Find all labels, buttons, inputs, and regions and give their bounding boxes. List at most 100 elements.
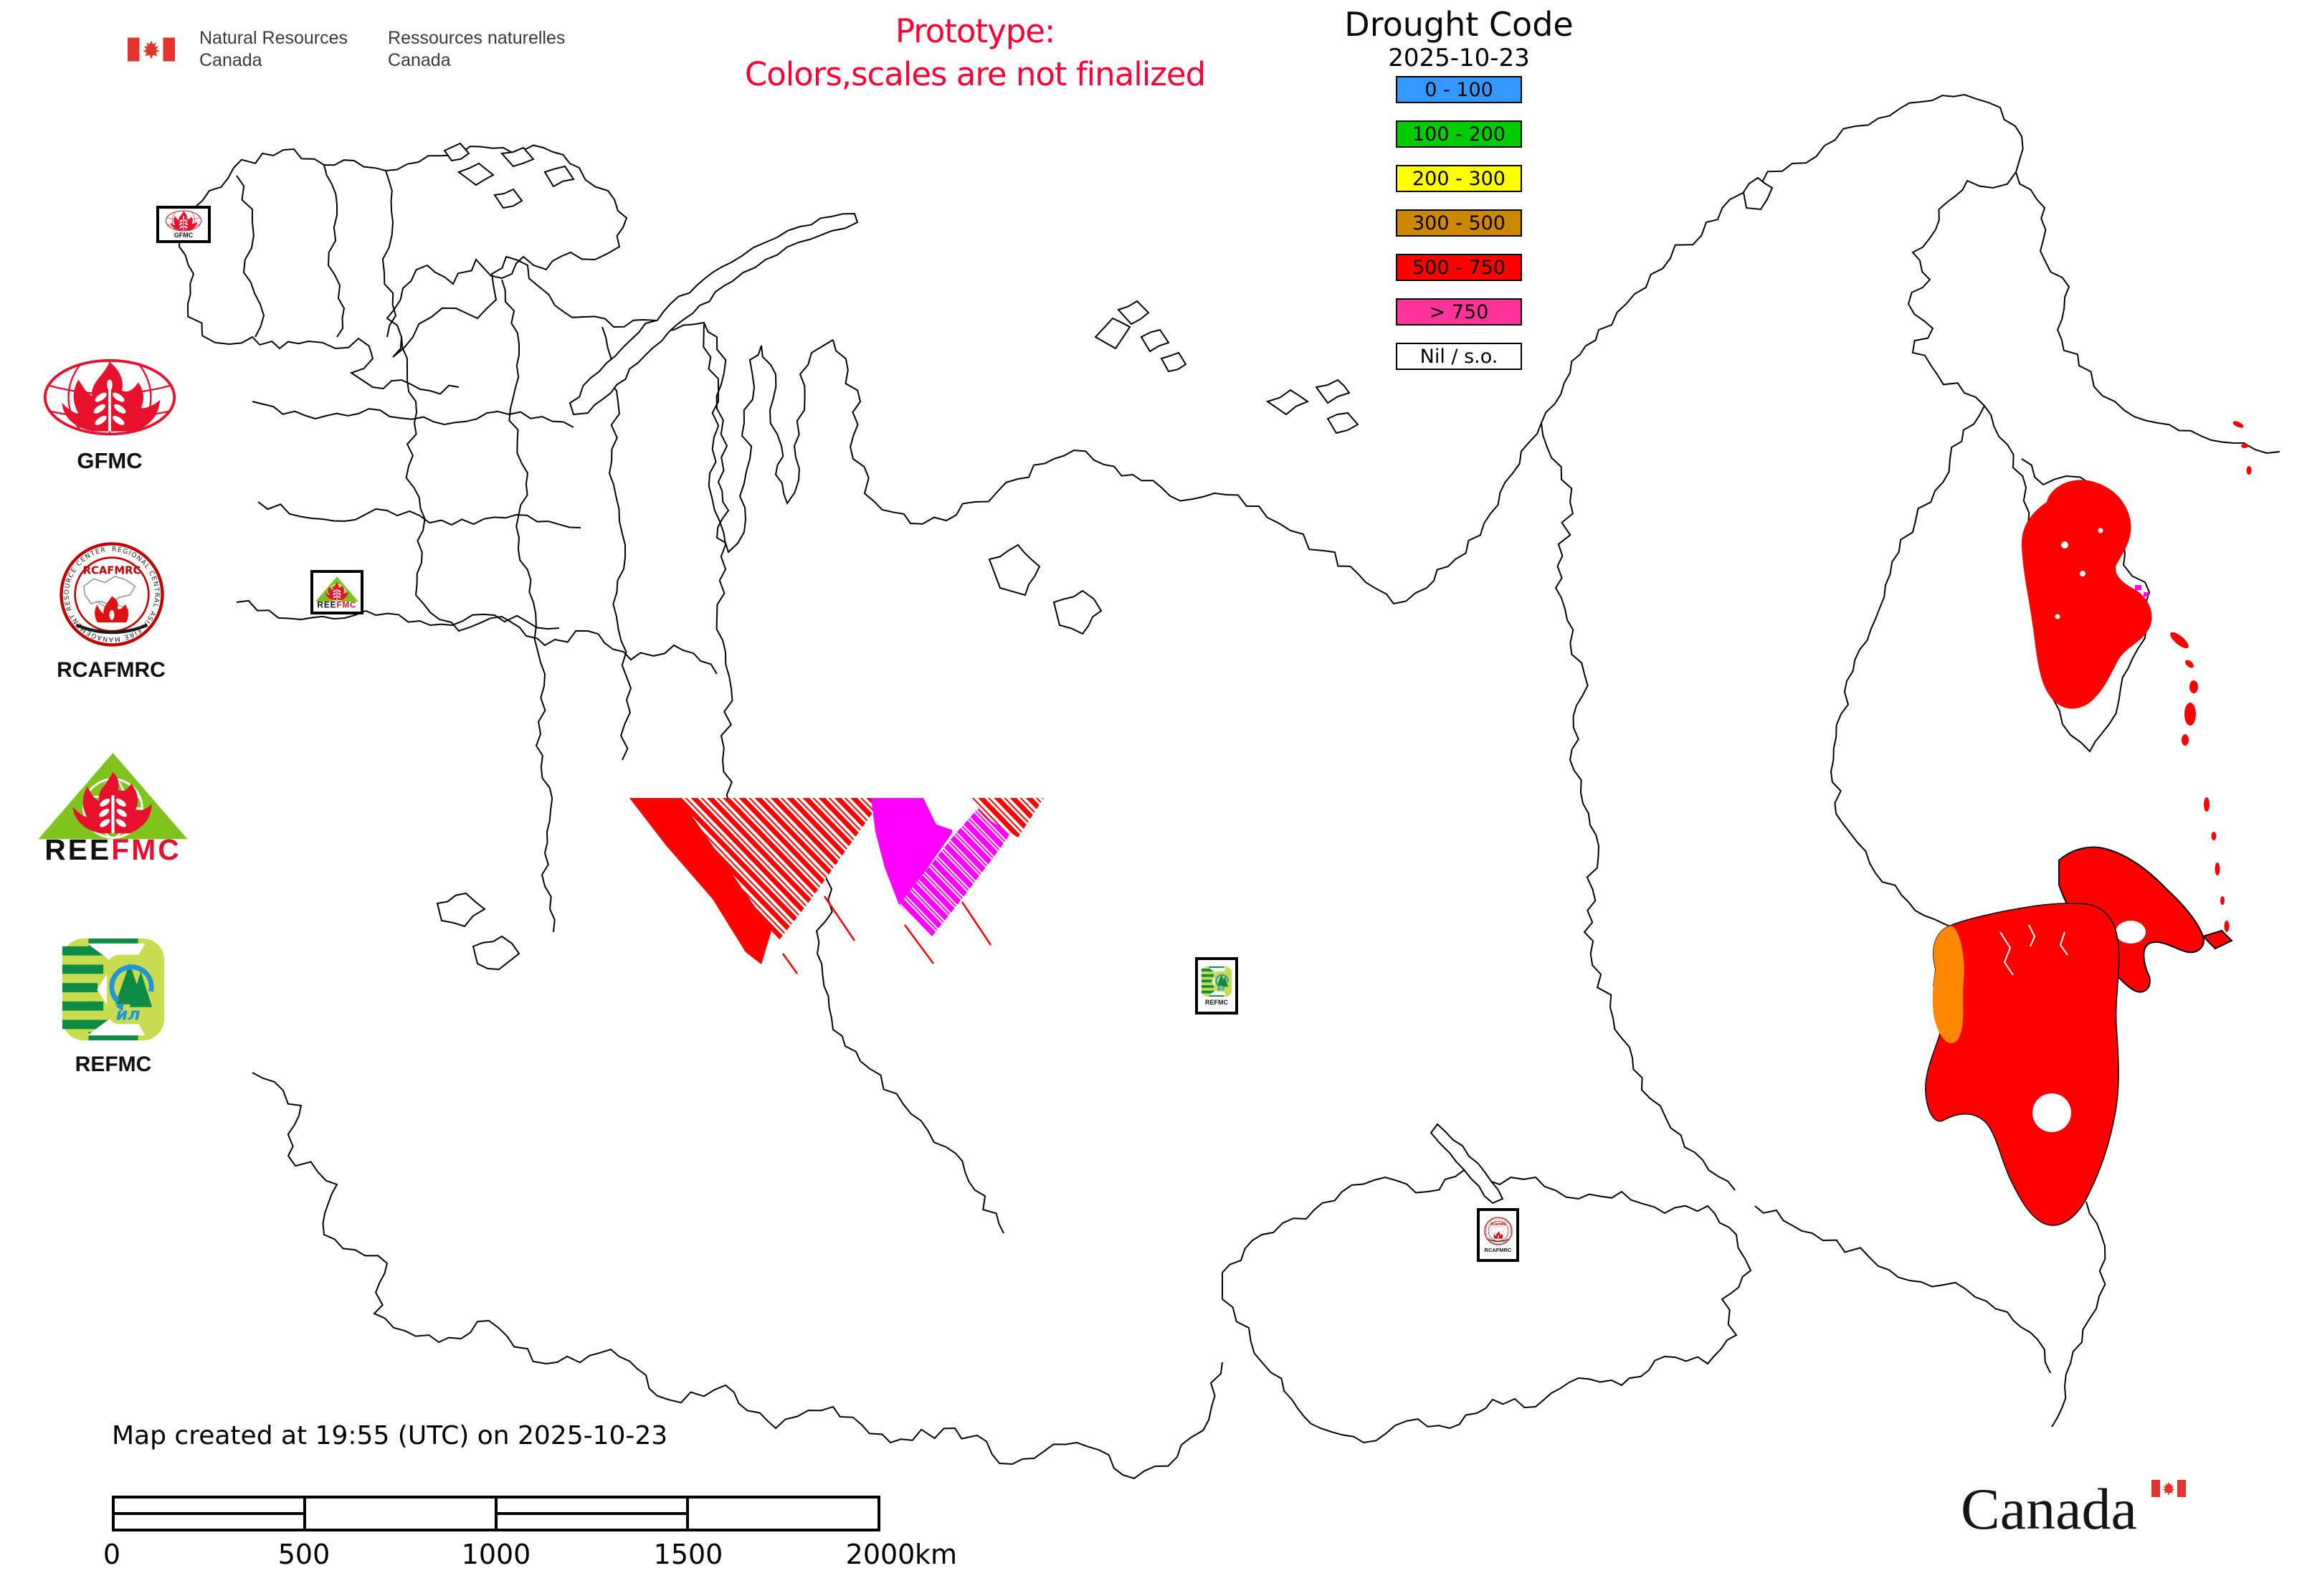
drought-stripe-red-left: [680, 798, 883, 941]
coastline-path: [381, 170, 397, 338]
nrcan-signature: Natural Resources Canada Ressources natu…: [128, 27, 565, 72]
coastline-path: [1430, 1123, 1504, 1205]
coastline-path: [1742, 176, 1774, 211]
map-marker-rcafmrc: RCAFMRC: [1477, 1208, 1519, 1262]
legend-title: Drought Code: [1344, 5, 1574, 44]
coastline-path: [1140, 328, 1170, 353]
coastline-path: [988, 543, 1041, 597]
drought-area-kamchatka: [2021, 480, 2152, 709]
coastline-path: [2051, 1201, 2106, 1428]
coastline-path: [1094, 317, 1131, 350]
refmc-marker-label: REFMC: [1205, 999, 1228, 1006]
drought-stripe-magenta-notch: [923, 798, 971, 833]
drought-stripe-magenta-solid: [871, 798, 955, 905]
scale-tick-2000: 2000: [845, 1539, 915, 1570]
canada-wordmark: Canada: [1961, 1476, 2262, 1554]
drought-stripe-magenta: [899, 798, 1034, 936]
refmc-marker-icon: [1201, 966, 1232, 997]
coastline-path: [533, 602, 556, 933]
drought-islets-kuril: [2170, 421, 2252, 932]
map-created-text: Map created at 19:55 (UTC) on 2025-10-23: [112, 1421, 668, 1450]
legend-item-300-500: 300 - 500: [1396, 209, 1522, 237]
coastline-path: [236, 175, 265, 338]
rcafmrc-logo: [59, 541, 165, 647]
scale-unit: km: [915, 1539, 958, 1570]
coastline-path: [472, 935, 520, 971]
scale-tick-500: 500: [277, 1539, 330, 1570]
canada-wordmark-text: Canada: [1961, 1476, 2137, 1542]
coastline-path: [1830, 405, 1985, 930]
prototype-notice-line2: Colors,scales are not finalized: [744, 55, 1206, 93]
coastline-layer: [178, 93, 2280, 1480]
map-marker-refmc: REFMC: [1195, 957, 1238, 1015]
reefmc-logo: [36, 750, 190, 863]
rcafmrc-label: RCAFMRC: [57, 658, 166, 682]
coastline-path: [257, 501, 581, 528]
scale-bar-segment: [306, 1498, 498, 1529]
coastline-path: [178, 144, 628, 358]
coastline-path: [493, 188, 523, 209]
coastline-path: [443, 142, 470, 162]
legend-date: 2025-10-23: [1388, 44, 1530, 72]
canada-flag-icon: [128, 33, 175, 66]
legend-item-nil: Nil / s.o.: [1396, 343, 1522, 370]
coastline-path: [1541, 422, 1736, 1191]
gfmc-marker-label: GFMC: [173, 232, 194, 239]
scale-tick-1000: 1000: [461, 1539, 531, 1570]
coastline-path: [236, 599, 560, 630]
coastline-path: [401, 336, 426, 596]
gfmc-logo: [42, 357, 178, 440]
scale-bar-segment: [115, 1498, 306, 1529]
legend: Drought Code 2025-10-23 0 - 100 100 - 20…: [1326, 6, 1592, 387]
scale-tick-1500: 1500: [653, 1539, 723, 1570]
map-marker-reefmc: [310, 570, 363, 614]
coastline-path: [436, 892, 486, 928]
nrcan-fr-line1: Ressources naturelles: [388, 28, 566, 48]
coastline-path: [1160, 351, 1187, 373]
nrcan-en-line2: Canada: [199, 50, 262, 70]
coastline-path: [1315, 379, 1351, 404]
coastline-path: [1754, 1205, 2051, 1374]
drought-stripe-band-solid-red: [629, 798, 773, 964]
refmc-logo: [60, 936, 166, 1042]
legend-item-0-100: 0 - 100: [1396, 76, 1522, 103]
refmc-label: REFMC: [75, 1053, 152, 1076]
scale-bar-ticks: 0 500 1000 1500 2000 km: [103, 1539, 957, 1574]
coastline-path: [201, 335, 460, 395]
coastline-path: [2015, 171, 2280, 455]
coastline-path: [415, 594, 718, 675]
scale-bar-segment: [498, 1498, 689, 1529]
coastline-path: [1222, 1169, 1752, 1444]
coastline-path: [543, 165, 575, 188]
reefmc-marker-icon: [315, 576, 359, 609]
coastline-path: [569, 212, 859, 416]
drought-stripe-red-right: [971, 798, 1044, 837]
prototype-notice: Prototype: Colors,scales are not finaliz…: [617, 10, 1333, 96]
legend-item-200-300: 200 - 300: [1396, 165, 1522, 192]
legend-item-over-750: > 750: [1396, 298, 1522, 326]
rcafmrc-marker-icon: [1484, 1217, 1513, 1245]
legend-item-100-200: 100 - 200: [1396, 120, 1522, 148]
drought-area-amur-orange: [1932, 926, 1964, 1044]
coastline-path: [457, 162, 495, 186]
coastline-path: [500, 146, 535, 168]
coastline-path: [323, 164, 346, 338]
nrcan-fr-line2: Canada: [388, 50, 451, 70]
nrcan-en-line1: Natural Resources: [199, 28, 348, 48]
coastline-path: [501, 279, 534, 603]
coastline-path: [832, 93, 2024, 605]
drought-data-layer: [629, 421, 2252, 1226]
coastline-path: [1052, 589, 1103, 635]
gfmc-marker-icon: [164, 210, 203, 232]
scale-tick-0: 0: [103, 1539, 121, 1570]
coastline-path: [1117, 300, 1150, 326]
scale-bar-segment: [689, 1498, 877, 1529]
coastline-path: [715, 336, 834, 554]
prototype-notice-line1: Prototype:: [895, 12, 1055, 50]
coastline-path: [1326, 412, 1359, 434]
rcafmrc-marker-label: RCAFMRC: [1484, 1247, 1512, 1254]
canada-wordmark-flag-icon: [2151, 1480, 2186, 1497]
coastline-path: [252, 401, 574, 428]
